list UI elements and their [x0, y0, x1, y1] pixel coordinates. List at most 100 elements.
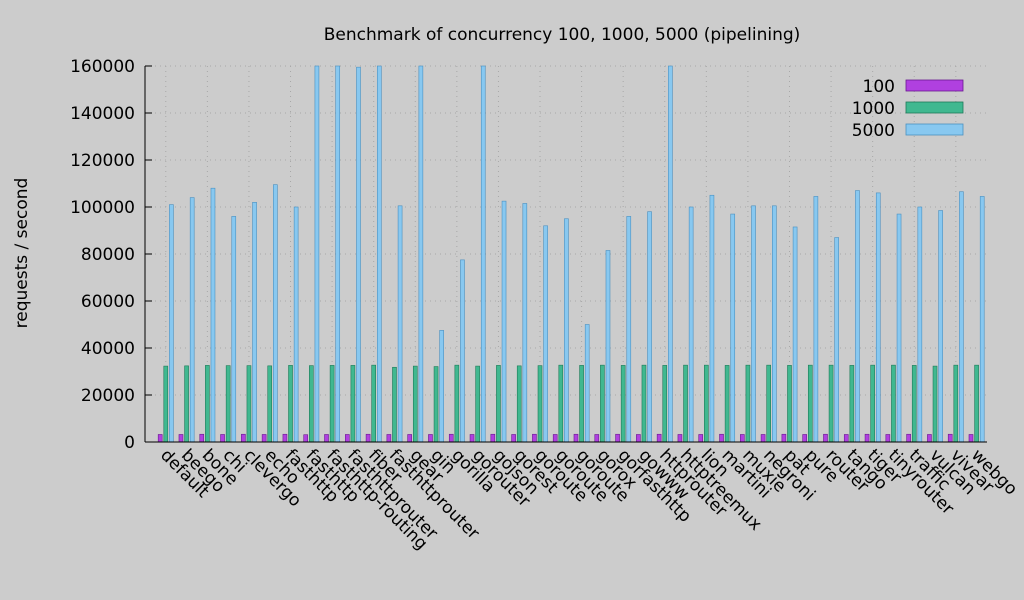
bar-1000 [329, 365, 335, 443]
bar-5000 [376, 65, 382, 443]
bar-1000 [787, 365, 792, 443]
bar-5000 [626, 216, 632, 443]
bar-5000 [480, 65, 486, 443]
y-tick-labels: 0 20000 40000 60000 80000 100000 120000 140000 1… [70, 57, 135, 453]
bar-5000 [979, 196, 985, 443]
bar-1000 [932, 365, 938, 443]
bar-1000 [766, 364, 772, 443]
bar-100 [573, 433, 579, 443]
bar-5000 [917, 206, 923, 443]
bar-5000 [210, 187, 216, 443]
bar-100 [906, 433, 911, 443]
bar-5000 [543, 225, 548, 443]
bar-100 [220, 434, 225, 443]
bar-100 [947, 433, 953, 443]
bar-100 [241, 433, 246, 443]
bar-5000 [938, 210, 943, 443]
bar-5000 [273, 184, 278, 443]
bar-5000 [252, 202, 257, 443]
bar-5000 [605, 250, 611, 443]
bar-100 [760, 434, 766, 443]
bar-5000 [314, 65, 320, 443]
legend-label: 1000 [852, 99, 895, 119]
bar-5000 [959, 191, 964, 443]
bar-1000 [620, 365, 626, 443]
bar-5000 [439, 330, 444, 443]
bar-5000 [564, 218, 569, 443]
bar-1000 [350, 365, 356, 443]
bar-1000 [205, 365, 210, 443]
y-tick-label: 60000 [81, 292, 135, 312]
bar-1000 [516, 365, 522, 443]
bar-100 [303, 434, 309, 443]
bar-1000 [558, 364, 564, 443]
bar-100 [282, 433, 288, 443]
bar-100 [740, 434, 745, 443]
bar-5000 [293, 206, 299, 443]
bar-100 [615, 433, 620, 443]
bar-5000 [813, 196, 819, 443]
bar-1000 [309, 365, 314, 443]
bar-5000 [397, 205, 403, 443]
bar-1000 [163, 365, 169, 443]
bar-1000 [745, 364, 751, 443]
bar-100 [469, 434, 475, 443]
bar-100 [719, 433, 724, 443]
bar-1000 [953, 364, 959, 443]
bar-1000 [828, 364, 834, 443]
bar-5000 [668, 65, 673, 443]
bar-1000 [288, 365, 293, 443]
bar-1000 [704, 364, 709, 443]
bar-5000 [460, 259, 465, 443]
bar-100 [157, 434, 163, 443]
bar-1000 [911, 365, 917, 443]
legend-swatch [905, 79, 964, 92]
legend-label: 100 [863, 77, 895, 97]
bar-100 [843, 434, 849, 443]
bar-1000 [724, 365, 730, 443]
bar-1000 [225, 365, 231, 443]
bar-1000 [891, 364, 896, 443]
bar-1000 [849, 365, 855, 443]
bar-1000 [600, 364, 605, 443]
y-tick-label: 20000 [81, 386, 135, 406]
bar-100 [448, 433, 454, 443]
bar-100 [677, 434, 683, 443]
bar-100 [428, 434, 433, 443]
y-tick-label: 40000 [81, 339, 135, 359]
bar-100 [885, 434, 891, 443]
legend-swatch [905, 123, 964, 136]
axes [144, 65, 987, 443]
bar-100 [594, 434, 600, 443]
bar-1000 [454, 364, 460, 443]
bar-5000 [896, 213, 902, 443]
bar-100 [552, 434, 558, 443]
bar-1000 [662, 365, 668, 443]
bar-100 [802, 434, 807, 443]
chart-title: Benchmark of concurrency 100, 1000, 5000… [324, 25, 801, 45]
bar-5000 [418, 65, 424, 443]
bar-5000 [688, 206, 694, 443]
bar-100 [199, 433, 205, 443]
bar-1000 [392, 366, 397, 443]
bar-1000 [371, 364, 376, 443]
bar-5000 [834, 237, 839, 443]
bar-5000 [231, 216, 237, 443]
bar-100 [511, 434, 516, 443]
bar-5000 [189, 197, 195, 443]
bar-1000 [579, 365, 584, 443]
bar-1000 [184, 365, 189, 443]
bar-100 [968, 434, 974, 443]
bar-5000 [647, 211, 652, 443]
y-axis-label: requests / second [12, 178, 32, 329]
bar-100 [781, 433, 787, 443]
bar-1000 [537, 365, 543, 443]
bar-5000 [709, 194, 715, 443]
bar-100 [532, 433, 537, 443]
bar-5000 [751, 205, 756, 443]
bar-1000 [412, 365, 418, 443]
bar-1000 [496, 365, 501, 443]
bar-5000 [584, 324, 590, 443]
